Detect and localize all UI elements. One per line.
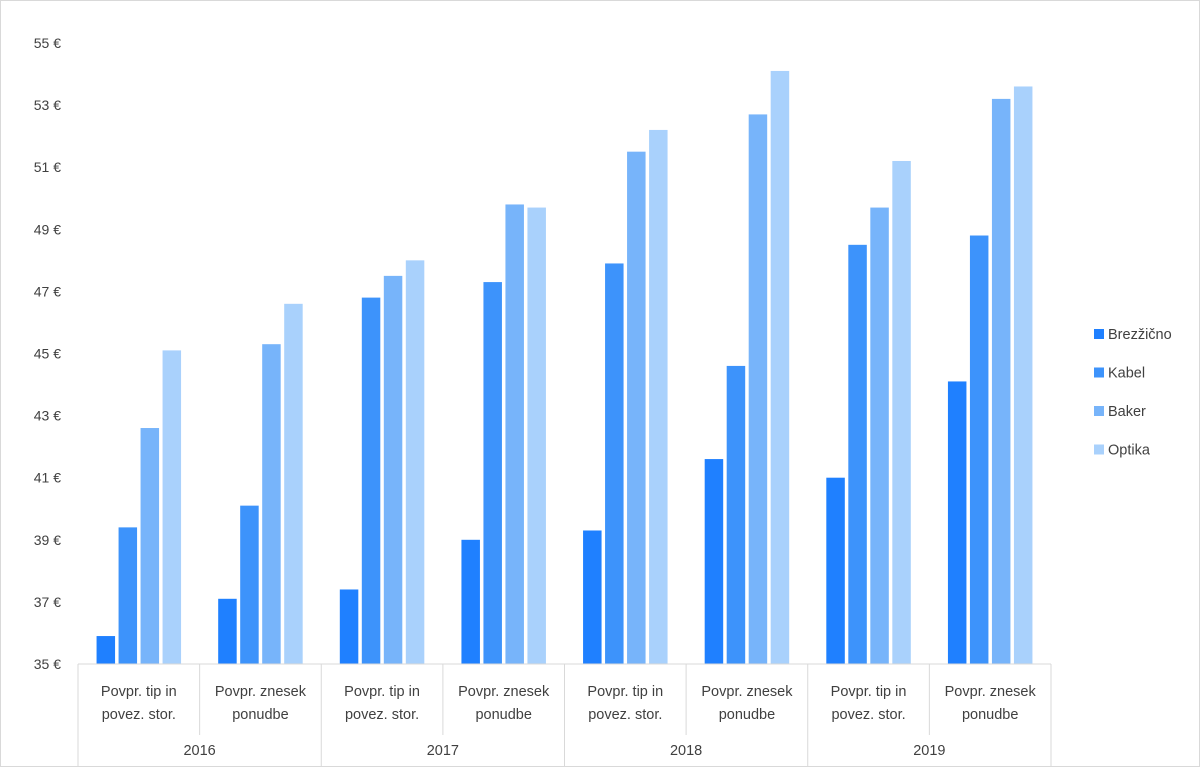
category-label: Povpr. znesek — [215, 684, 307, 700]
legend-swatch — [1094, 406, 1104, 416]
category-label: ponudbe — [962, 707, 1018, 723]
category-label: povez. stor. — [588, 707, 662, 723]
bar — [527, 207, 546, 664]
bar — [483, 282, 502, 664]
category-label: ponudbe — [719, 707, 775, 723]
group-label: 2018 — [670, 743, 702, 759]
group-label: 2019 — [913, 743, 945, 759]
x-axis: Povpr. tip in povez. stor. Povpr. znesek po… — [77, 663, 1052, 766]
bar — [339, 589, 359, 664]
bar — [162, 350, 182, 664]
bar — [262, 344, 281, 664]
bar — [892, 160, 911, 665]
y-tick-label: 43 € — [34, 408, 61, 424]
bar — [140, 428, 160, 664]
bar — [240, 505, 259, 664]
y-tick-label: 37 € — [34, 594, 61, 610]
legend-label: Baker — [1108, 404, 1146, 420]
bar — [96, 636, 116, 664]
legend-swatch — [1094, 444, 1104, 455]
y-tick-label: 35 € — [34, 656, 61, 672]
bar — [848, 244, 867, 664]
y-axis: 35 € 37 € 39 € 41 € 43 € 45 € 47 € 49 € 51 € 53 €… — [34, 35, 61, 672]
y-tick-label: 49 € — [34, 221, 61, 237]
y-tick-label: 53 € — [34, 97, 61, 113]
legend-label: Brezžično — [1108, 327, 1172, 343]
bar — [649, 129, 668, 664]
category-label: Povpr. tip in — [344, 684, 420, 700]
category-label: ponudbe — [232, 707, 288, 723]
bar — [969, 235, 989, 664]
bar — [726, 365, 746, 664]
bar — [627, 151, 646, 665]
category-label: povez. stor. — [345, 707, 419, 723]
group-label: 2017 — [427, 743, 459, 759]
category-label: Povpr. tip in — [831, 684, 907, 700]
bar — [505, 204, 524, 664]
legend: Brezžično Kabel Baker Optika — [1094, 327, 1172, 459]
category-label: Povpr. tip in — [101, 684, 177, 700]
bar — [1013, 86, 1033, 665]
category-label: povez. stor. — [831, 707, 905, 723]
category-label: Povpr. znesek — [458, 684, 550, 700]
category-label: Povpr. znesek — [945, 684, 1037, 700]
y-tick-label: 55 € — [34, 35, 61, 51]
bar — [361, 297, 381, 664]
legend-swatch — [1094, 329, 1104, 339]
bar — [947, 381, 967, 664]
y-tick-label: 39 € — [34, 532, 61, 548]
y-tick-label: 47 € — [34, 283, 61, 299]
bar — [748, 114, 768, 665]
y-tick-label: 45 € — [34, 346, 61, 362]
category-label: Povpr. znesek — [701, 684, 793, 700]
bar — [284, 303, 303, 664]
legend-label: Kabel — [1108, 366, 1145, 382]
y-tick-label: 41 € — [34, 470, 61, 486]
bar — [770, 70, 790, 664]
bar — [991, 98, 1011, 664]
bar — [583, 530, 602, 664]
category-label: Povpr. tip in — [587, 684, 663, 700]
y-tick-label: 51 € — [34, 159, 61, 175]
bar — [383, 275, 403, 664]
bar — [605, 263, 624, 664]
legend-label: Optika — [1108, 443, 1151, 459]
bar — [218, 598, 237, 664]
legend-swatch — [1094, 367, 1104, 378]
bar — [461, 539, 480, 664]
bar — [704, 459, 724, 664]
group-label: 2016 — [183, 743, 215, 759]
bar — [118, 527, 138, 664]
category-label: povez. stor. — [102, 707, 176, 723]
bar — [826, 477, 845, 664]
bar — [405, 260, 425, 664]
category-label: ponudbe — [475, 707, 531, 723]
bar — [870, 207, 889, 664]
plot-area — [96, 70, 1033, 665]
